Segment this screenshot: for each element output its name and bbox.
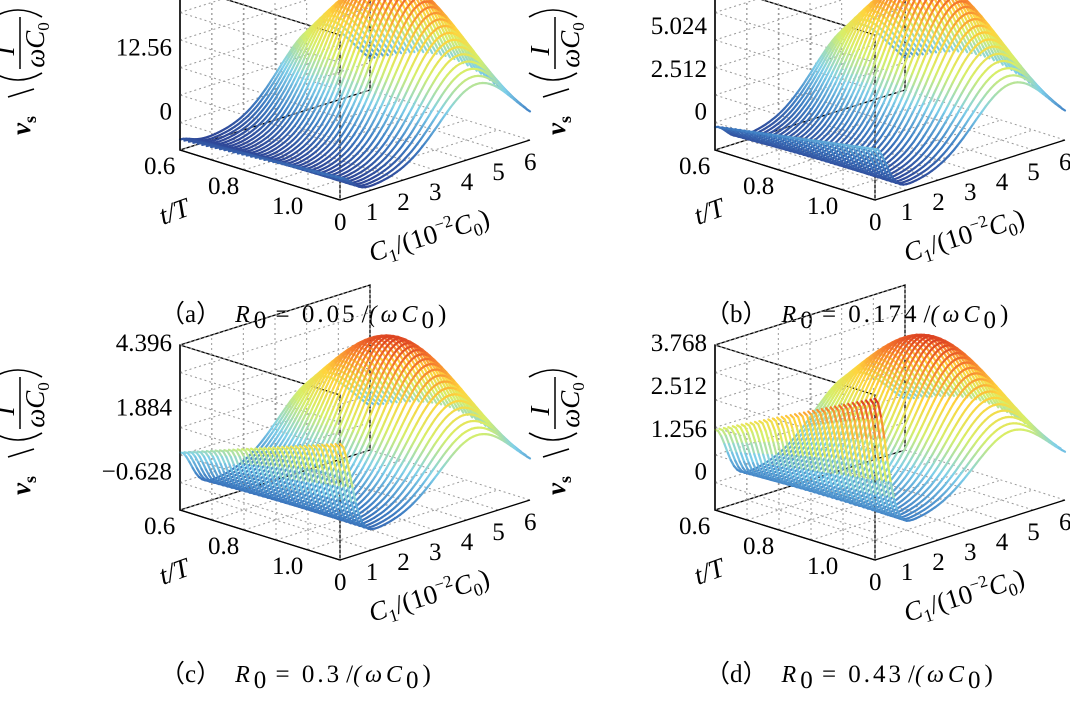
x-tick-label: 2 — [397, 549, 410, 576]
x-tick-label: 6 — [524, 509, 537, 536]
z-tick-label: −0.628 — [102, 459, 172, 486]
svg-text:I: I — [525, 45, 555, 57]
x-tick-label: 2 — [932, 549, 945, 576]
surface — [713, 0, 1067, 186]
svg-text:ωC0: ωC0 — [20, 22, 53, 68]
panel-caption: （b） R0 = 0.174/(ωC0) — [705, 300, 1008, 334]
z-tick-label: 0 — [160, 99, 173, 126]
y-tick-label: 0.8 — [208, 173, 239, 200]
x-tick-label: 0 — [334, 209, 347, 236]
surface — [178, 0, 532, 189]
x-tick-label: 5 — [492, 159, 505, 186]
x-tick-label: 6 — [1059, 149, 1070, 176]
axes-frame — [714, 0, 1066, 201]
x-axis-label: C1/(10−2C0) — [899, 201, 1029, 272]
x-tick-label: 0 — [334, 569, 347, 596]
y-axis-label: t/T — [690, 191, 730, 230]
x-tick-label: 2 — [932, 189, 945, 216]
x-tick-label: 6 — [524, 149, 537, 176]
x-tick-label: 4 — [461, 169, 474, 196]
z-tick-label: 0 — [695, 99, 708, 126]
axes-frame — [179, 0, 531, 201]
y-tick-label: 0.6 — [144, 513, 175, 540]
svg-text:ωC0: ωC0 — [555, 22, 588, 68]
x-tick-label: 3 — [429, 539, 442, 566]
y-tick-label: 1.0 — [272, 193, 303, 220]
x-axis-label: C1/(10−2C0) — [364, 561, 494, 632]
z-tick-label: 2.512 — [651, 56, 707, 83]
x-tick-label: 2 — [397, 189, 410, 216]
x-tick-label: 0 — [869, 209, 882, 236]
y-tick-label: 0.6 — [679, 153, 710, 180]
z-tick-label: 2.512 — [651, 373, 707, 400]
x-tick-label: 5 — [492, 519, 505, 546]
panel-caption: （c） R0 = 0.3/(ωC0) — [160, 660, 431, 694]
x-tick-label: 3 — [429, 179, 442, 206]
surface — [713, 333, 1067, 522]
y-tick-label: 0.8 — [208, 533, 239, 560]
z-tick-label: 0 — [695, 459, 708, 486]
x-tick-label: 1 — [901, 559, 914, 586]
z-tick-label: 1.884 — [116, 394, 173, 421]
y-axis-label: t/T — [690, 551, 730, 590]
x-tick-label: 4 — [996, 169, 1009, 196]
axes-frame — [179, 345, 531, 561]
svg-text:vs: vs — [6, 116, 40, 135]
y-axis-label: t/T — [155, 551, 195, 590]
y-tick-label: 1.0 — [272, 553, 303, 580]
x-tick-label: 1 — [901, 199, 914, 226]
y-axis-label: t/T — [155, 191, 195, 230]
z-tick-label: 1.256 — [651, 416, 707, 443]
y-tick-label: 1.0 — [807, 553, 838, 580]
z-tick-label: 3.768 — [651, 330, 707, 357]
y-tick-label: 0.8 — [743, 173, 774, 200]
panel-caption: （a） R0 = 0.05/(ωC0) — [160, 300, 446, 334]
x-tick-label: 1 — [366, 559, 379, 586]
x-tick-label: 3 — [964, 539, 977, 566]
x-axis-label: C1/(10−2C0) — [899, 561, 1029, 632]
x-tick-label: 1 — [366, 199, 379, 226]
svg-text:vs: vs — [541, 116, 575, 135]
x-tick-label: 3 — [964, 179, 977, 206]
axes-frame — [714, 345, 1066, 561]
x-tick-label: 5 — [1027, 159, 1040, 186]
x-tick-label: 6 — [1059, 509, 1070, 536]
y-tick-label: 0.6 — [144, 153, 175, 180]
z-tick-label: 5.024 — [651, 13, 708, 40]
chart-panel-d: 0 1 2 3 4 5 61.00.80.63.7682.5121.2560t/TC1/(1… — [525, 284, 1070, 694]
x-tick-label: 4 — [996, 529, 1009, 556]
panel-caption: （d） R0 = 0.43/(ωC0) — [705, 660, 993, 694]
chart-panel-b: 01234561.00.80.67.3565.0242.5120t/TC1/(1… — [525, 0, 1070, 334]
x-tick-label: 0 — [869, 569, 882, 596]
z-tick-label: 4.396 — [116, 330, 172, 357]
y-tick-label: 1.0 — [807, 193, 838, 220]
y-tick-label: 0.8 — [743, 533, 774, 560]
z-tick-label: 12.56 — [116, 34, 172, 61]
y-tick-label: 0.6 — [679, 513, 710, 540]
x-tick-label: 4 — [461, 529, 474, 556]
svg-text:I: I — [0, 45, 20, 57]
surface — [178, 334, 532, 531]
x-tick-label: 5 — [1027, 519, 1040, 546]
chart-panel-a: 01234561.00.80.625.1212.560t/TC1/(10−2C0… — [0, 0, 537, 334]
x-axis-label: C1/(10−2C0) — [364, 201, 494, 272]
chart-panel-c: 0 1 2 3 4 5 6 1.0 0.8 0.6 4.396 1.884 −0.628 t/T C1/(1… — [0, 284, 537, 694]
